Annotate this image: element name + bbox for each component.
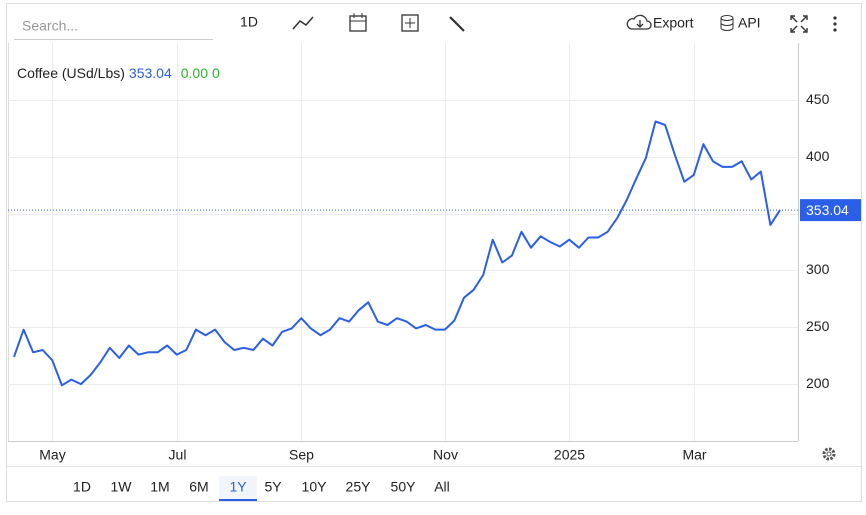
- y-tick-label: 450: [806, 91, 830, 107]
- range-button[interactable]: 10Y: [302, 479, 328, 495]
- settings-icon[interactable]: [822, 447, 836, 461]
- last-value-label: 353.04: [806, 202, 849, 218]
- export-button[interactable]: Export: [653, 15, 694, 31]
- last-value-badge: [800, 199, 861, 222]
- chart-type-icon[interactable]: [292, 16, 314, 30]
- x-tick-label: Sep: [289, 447, 314, 463]
- range-button[interactable]: 50Y: [391, 479, 417, 495]
- range-bar: 1D 1W 1M 6M 1Y 5Y 10Y 25Y 50Y All: [73, 476, 450, 501]
- compare-icon[interactable]: [401, 14, 419, 32]
- range-button[interactable]: 5Y: [264, 479, 282, 495]
- legend-change: 0.00: [181, 65, 208, 81]
- legend: Coffee (USd/Lbs) 353.04 0.00 0: [17, 65, 220, 81]
- interval-button[interactable]: 1D: [240, 14, 258, 30]
- api-icon: [720, 15, 734, 31]
- frame: [6, 3, 862, 502]
- y-tick-label: 400: [806, 148, 830, 164]
- fullscreen-icon[interactable]: [790, 15, 808, 33]
- active-range-bg: [219, 476, 257, 501]
- range-button[interactable]: 1D: [73, 479, 91, 495]
- x-tick-label: May: [39, 447, 65, 463]
- export-icon: [626, 14, 652, 30]
- calendar-icon[interactable]: [349, 13, 367, 32]
- legend-title: Coffee (USd/Lbs): [17, 65, 125, 81]
- price-line: [13, 120, 781, 387]
- range-button[interactable]: 1M: [150, 479, 169, 495]
- tools-icon[interactable]: [449, 16, 465, 32]
- x-tick-label: 2025: [554, 447, 585, 463]
- legend-last: 353.04: [129, 65, 172, 81]
- x-tick-label: Mar: [682, 447, 706, 463]
- plot: 200250300350400450MayJulSepNov2025Mar353…: [8, 43, 861, 463]
- range-button[interactable]: 6M: [189, 479, 208, 495]
- menu-icon[interactable]: [833, 16, 837, 32]
- legend-change-pct: 0: [212, 65, 220, 81]
- range-button[interactable]: All: [434, 479, 450, 495]
- range-button[interactable]: 1Y: [229, 479, 247, 495]
- toolbar: Search... 1D Export API: [14, 13, 837, 40]
- y-tick-label: 300: [806, 261, 830, 277]
- search-input[interactable]: Search...: [22, 18, 78, 34]
- y-tick-label: 200: [806, 375, 830, 391]
- y-tick-label: 250: [806, 318, 830, 334]
- range-button[interactable]: 25Y: [346, 479, 372, 495]
- x-tick-label: Jul: [169, 447, 187, 463]
- range-button[interactable]: 1W: [111, 479, 133, 495]
- api-button[interactable]: API: [738, 15, 761, 31]
- x-tick-label: Nov: [433, 447, 458, 463]
